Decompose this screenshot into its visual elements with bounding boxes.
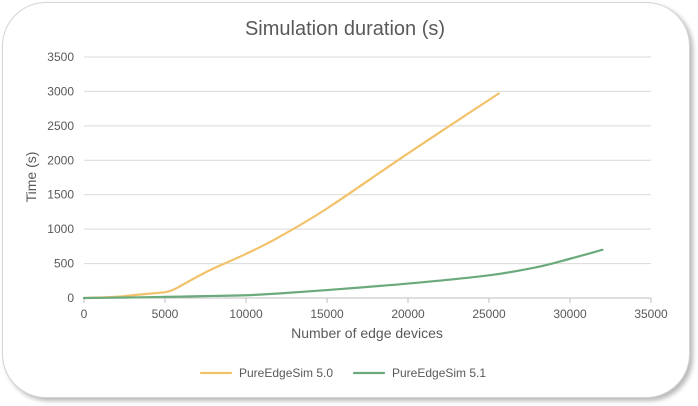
series-lines: [82, 92, 604, 300]
series-line-2: [82, 248, 604, 300]
x-tick-label-15000: 15000: [310, 307, 344, 321]
y-tick-label-500: 500: [54, 257, 74, 271]
y-tick-label-3000: 3000: [47, 84, 74, 98]
grid-lines: [84, 56, 651, 299]
legend: PureEdgeSim 5.0 PureEdgeSim 5.1: [199, 366, 486, 380]
chart-title: Simulation duration (s): [245, 18, 445, 40]
x-axis-title: Number of edge devices: [291, 325, 443, 341]
x-tick-label-35000: 35000: [634, 307, 668, 321]
y-tick-label-1500: 1500: [47, 188, 74, 202]
legend-label-2: PureEdgeSim 5.1: [392, 366, 486, 380]
y-axis-ticks: 0 500 1000 1500 2000 2500 3000 3500: [47, 50, 74, 305]
x-tick-label-25000: 25000: [472, 307, 506, 321]
x-tick-label-5000: 5000: [152, 307, 179, 321]
y-tick-label-2000: 2000: [47, 153, 74, 167]
x-axis-ticks: 0 5000 10000 15000 20000 25000 30000 35000: [81, 298, 668, 321]
x-tick-label-0: 0: [81, 307, 88, 321]
series-line-1: [82, 92, 500, 300]
y-tick-label-1000: 1000: [47, 222, 74, 236]
x-tick-label-10000: 10000: [229, 307, 263, 321]
x-tick-label-30000: 30000: [553, 307, 587, 321]
x-tick-label-20000: 20000: [391, 307, 425, 321]
y-tick-label-3500: 3500: [47, 50, 74, 64]
y-axis-title: Time (s): [23, 152, 39, 203]
legend-label-1: PureEdgeSim 5.0: [239, 366, 333, 380]
chart-frame: [2, 2, 690, 398]
y-tick-label-2500: 2500: [47, 119, 74, 133]
y-tick-label-0: 0: [67, 291, 74, 305]
